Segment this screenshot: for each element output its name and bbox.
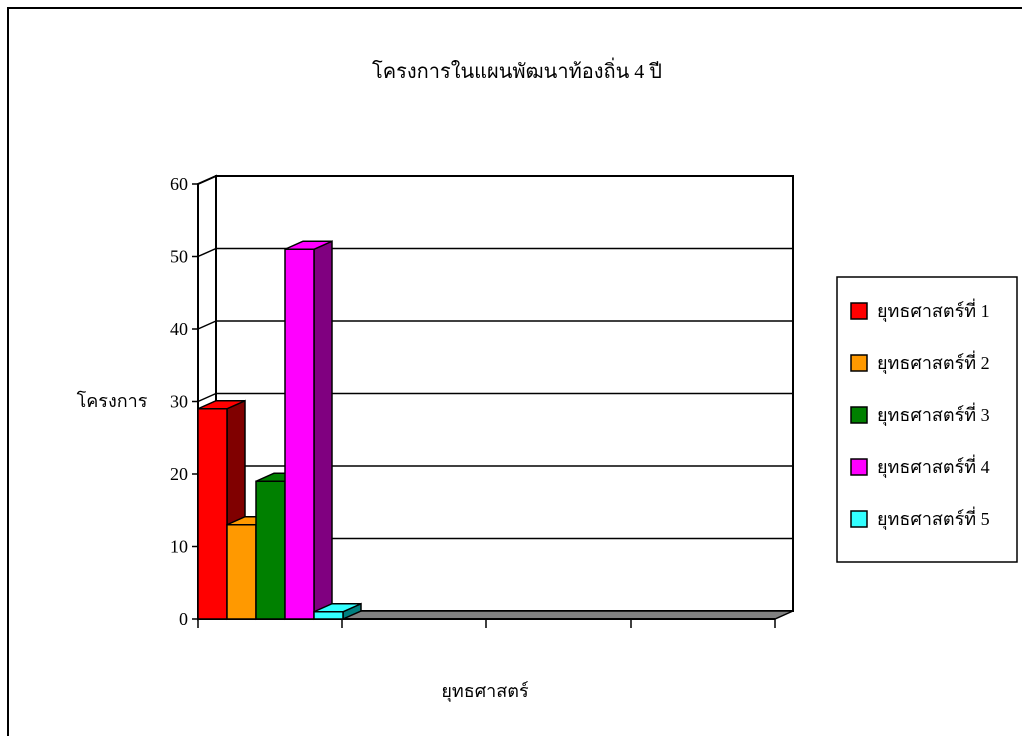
- y-tick-label: 10: [170, 537, 188, 557]
- legend-swatch: [850, 458, 868, 476]
- chart-title: โครงการในแผนพัฒนาท้องถิ่น 4 ปี: [372, 57, 662, 83]
- x-axis-label: ยุทธศาสตร์: [441, 681, 529, 702]
- y-tick-label: 30: [170, 392, 188, 412]
- plot-area: 0 10 20 30 40 50 60: [170, 174, 794, 629]
- y-tick-label: 0: [179, 609, 188, 629]
- legend-label: ยุทธศาสตร์ที่ 1: [877, 298, 990, 322]
- chart-frame: โครงการในแผนพัฒนาท้องถิ่น 4 ปี โครงการ ย…: [7, 7, 1022, 736]
- legend-swatch: [850, 510, 868, 528]
- y-tick-label: 60: [170, 174, 188, 194]
- bar: [313, 602, 362, 621]
- y-tick-label: 40: [170, 319, 188, 339]
- bar-front: [197, 408, 228, 620]
- gridline-side: [197, 247, 217, 258]
- bar: [284, 240, 333, 621]
- y-tick-label: 20: [170, 464, 188, 484]
- bar-front: [284, 248, 315, 620]
- legend-label: ยุทธศาสตร์ที่ 3: [877, 402, 990, 426]
- legend-label: ยุทธศาสตร์ที่ 4: [877, 454, 990, 478]
- bar-chart: โครงการในแผนพัฒนาท้องถิ่น 4 ปี โครงการ ย…: [77, 57, 1018, 702]
- legend: ยุทธศาสตร์ที่ 1 ยุทธศาสตร์ที่ 2 ยุทธศาสตร์…: [836, 276, 1018, 563]
- legend-label: ยุทธศาสตร์ที่ 2: [877, 350, 990, 374]
- bar-side: [313, 240, 333, 621]
- legend-swatch: [850, 406, 868, 424]
- legend-swatch: [850, 354, 868, 372]
- bar-front: [226, 524, 257, 620]
- legend-label: ยุทธศาสตร์ที่ 5: [877, 506, 990, 530]
- y-axis-label: โครงการ: [77, 390, 148, 411]
- bar-front: [313, 611, 344, 620]
- y-tick-label: 50: [170, 247, 188, 267]
- legend-swatch: [850, 302, 868, 320]
- gridline-side: [197, 320, 217, 330]
- gridline-side: [197, 392, 217, 403]
- bar-front: [255, 480, 286, 620]
- gridline-side: [197, 175, 217, 185]
